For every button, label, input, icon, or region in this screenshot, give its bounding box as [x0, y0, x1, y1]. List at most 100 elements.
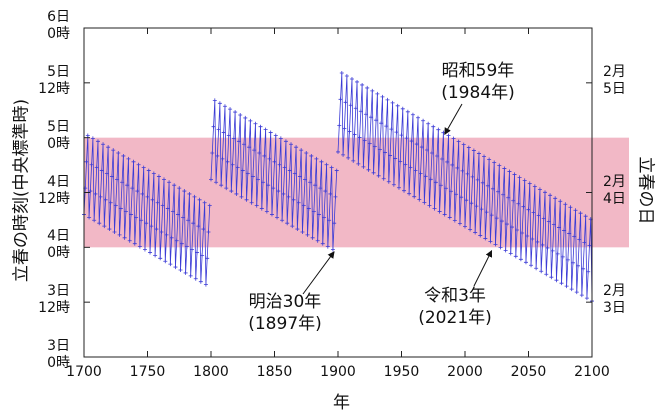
series-3-point [509, 225, 514, 230]
series-3-point [351, 158, 356, 163]
series-3-point [517, 175, 522, 180]
series-3-point [493, 242, 498, 247]
series-1-point [160, 203, 165, 208]
series-1-point [109, 174, 114, 179]
y-tick-day-label: 4日 [47, 173, 70, 190]
series-3-point [410, 112, 415, 117]
series-3-point [356, 161, 361, 166]
series-3-point [456, 139, 461, 144]
series-2-point [224, 186, 229, 191]
series-3-point [512, 172, 517, 177]
series-3-point [461, 142, 466, 147]
series-2-point [295, 227, 300, 232]
series-3-point [457, 221, 462, 226]
series-3-point [494, 216, 499, 221]
series-3-point [521, 204, 526, 209]
series-1-point [122, 235, 127, 240]
series-3-point [586, 269, 591, 274]
series-2-point [234, 191, 239, 196]
series-3-point [344, 73, 349, 78]
annotation-1984-line1: 昭和59年 [441, 61, 515, 81]
x-tick-label: 1800 [193, 364, 229, 380]
series-3-point [370, 88, 375, 93]
series-3-point [451, 136, 456, 141]
y2-tick-month-label: 2月 [603, 283, 626, 300]
series-2-point [333, 194, 338, 199]
series-3-point [501, 192, 506, 197]
series-3-point [550, 248, 555, 253]
series-1-point [117, 232, 122, 237]
series-2-point [209, 177, 213, 182]
y-tick-day-label: 6日 [47, 9, 70, 25]
series-2-point [296, 200, 301, 205]
series-3-point [532, 184, 537, 189]
series-3-point [423, 174, 428, 179]
series-1-point [195, 250, 200, 255]
annotation-2021: 令和3年 (2021年) [400, 285, 510, 329]
series-3-point [544, 272, 549, 277]
series-1-point [151, 171, 156, 176]
series-1-point [168, 262, 173, 267]
series-3-point [449, 189, 454, 194]
series-2-point [250, 174, 255, 179]
series-2-point [329, 165, 334, 170]
series-3-point [539, 269, 544, 274]
series-3-point [446, 133, 451, 138]
series-3-point [540, 242, 545, 247]
series-2-point [311, 209, 316, 214]
series-3-point [497, 163, 502, 168]
series-3-point [484, 210, 489, 215]
series-2-point [318, 186, 323, 191]
series-2-point [211, 124, 216, 129]
series-2-point [222, 104, 227, 109]
series-2-point [248, 118, 253, 123]
series-3-point [408, 165, 413, 170]
series-1-point [139, 218, 144, 223]
series-3-point [563, 202, 568, 207]
series-2-point [309, 153, 314, 158]
series-2-point [305, 232, 310, 237]
series-2-point [245, 171, 250, 176]
series-3-point [555, 251, 560, 256]
series-2-point [215, 153, 220, 158]
series-3-point [518, 257, 523, 262]
series-1-point [88, 189, 93, 194]
series-3-point [405, 109, 410, 114]
series-1-point [193, 276, 198, 281]
series-3-point [367, 141, 372, 146]
series-3-point [432, 206, 437, 211]
series-2-point [301, 203, 306, 208]
series-1-point [198, 279, 203, 284]
series-3-point [419, 145, 424, 150]
series-2-point [300, 229, 305, 234]
series-1-point [115, 177, 120, 182]
series-3-point [468, 227, 473, 232]
series-3-point [428, 177, 433, 182]
series-1-point [101, 142, 106, 147]
series-2-point [299, 148, 304, 153]
series-3-point [447, 215, 452, 220]
series-3-point [559, 281, 564, 286]
series-1-point [141, 165, 146, 170]
series-3-point [492, 160, 497, 165]
series-3-point [346, 155, 351, 160]
series-1-point [191, 221, 196, 226]
series-3-point [402, 188, 407, 193]
series-3-point [530, 236, 535, 241]
series-3-point [511, 198, 516, 203]
series-3-point [583, 214, 588, 219]
x-axis-title: 年 [333, 393, 350, 413]
series-1-point [155, 200, 160, 205]
series-3-point [363, 112, 368, 117]
series-2-point [304, 151, 309, 156]
y-tick-hour-label: 0時 [47, 26, 70, 42]
series-1-point [181, 215, 186, 220]
series-2-point [264, 209, 269, 214]
series-1-point [99, 168, 104, 173]
series-3-point [564, 284, 569, 289]
series-3-point [513, 254, 518, 259]
y-tick-hour-label: 0時 [47, 245, 70, 262]
series-2-point [219, 183, 224, 188]
x-tick-label: 2100 [574, 364, 610, 380]
